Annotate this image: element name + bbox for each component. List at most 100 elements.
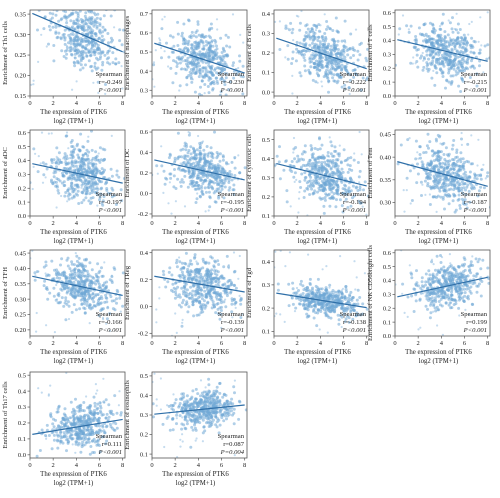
data-point [91,298,94,301]
data-point [194,290,197,293]
data-point [76,61,79,64]
data-point [216,28,218,30]
data-point [468,175,471,178]
data-point [196,148,199,151]
data-point [98,29,101,32]
data-point [84,152,87,155]
data-point [453,183,456,186]
x-tick-label: 2 [296,100,299,107]
data-point [432,56,435,59]
data-point [98,37,101,40]
data-point [179,296,182,299]
data-point [83,164,86,167]
data-point [67,300,70,303]
data-point [444,189,447,192]
data-point [205,293,208,296]
data-point [186,310,189,313]
data-point [322,156,325,159]
data-point [440,165,443,168]
data-point [318,55,321,58]
data-point [408,28,410,30]
data-point [299,186,302,189]
data-point [320,47,323,50]
y-tick-label: 0.40 [15,266,26,273]
data-point [203,167,206,170]
data-point [78,307,81,310]
data-point [430,42,433,45]
data-point [103,158,106,161]
data-point [180,163,182,165]
y-tick-label: 0.0 [262,89,270,96]
data-point [333,59,336,62]
data-point [216,294,219,297]
p-value: P<0.001 [463,87,487,94]
data-point [312,184,315,187]
data-point [199,55,202,58]
data-point [69,279,72,282]
data-point [337,187,340,190]
data-point [423,56,426,59]
data-point [334,68,337,71]
data-point [74,161,77,164]
data-point [62,305,65,308]
data-point [322,177,325,180]
data-point [403,189,405,191]
data-point [70,53,73,56]
r-value: r=-0.197 [99,199,123,206]
data-point [484,45,487,48]
data-point [430,187,433,190]
data-point [181,60,183,62]
data-point [80,299,83,302]
data-point [324,192,327,195]
x-axis-label: The expression of PTK6 [40,349,107,356]
data-point [63,271,66,274]
r-value: r=-0.139 [221,319,245,326]
data-point [304,144,307,147]
data-point [222,159,225,162]
data-point [67,177,70,180]
data-point [422,60,424,62]
data-point [91,164,94,167]
data-point [210,27,213,30]
data-point [88,261,91,264]
data-point [213,82,216,85]
data-point [319,31,321,33]
y-tick-label: 0.1 [18,199,26,206]
data-point [183,175,186,178]
y-tick-label: 0.7 [140,11,149,18]
data-point [89,275,92,278]
y-tick-label: 0.4 [262,156,271,163]
data-point [486,43,489,46]
data-point [112,307,115,310]
data-point [436,155,439,158]
data-point [71,89,73,91]
data-point [178,274,181,277]
data-point [88,180,91,183]
y-tick-label: 0.3 [262,175,270,182]
data-point [455,149,458,152]
x-tick-label: 6 [220,100,224,107]
data-point [160,27,163,30]
x-axis-label: The expression of PTK6 [162,349,229,356]
x-tick-label: 2 [174,220,177,227]
data-point [204,262,207,265]
data-point [335,17,338,20]
data-point [77,156,80,159]
x-tick-label: 6 [463,220,467,227]
data-point [169,181,171,183]
data-point [228,264,230,266]
data-point [190,152,193,155]
data-point [452,41,455,44]
data-point [208,293,210,295]
data-point [237,67,239,69]
data-point [352,54,355,57]
data-point [78,257,81,260]
data-point [208,183,211,186]
data-point [303,56,306,59]
data-point [91,268,94,271]
data-point [113,266,116,269]
data-point [294,171,297,174]
data-point [83,188,86,191]
data-point [355,186,358,189]
data-point [325,172,327,174]
